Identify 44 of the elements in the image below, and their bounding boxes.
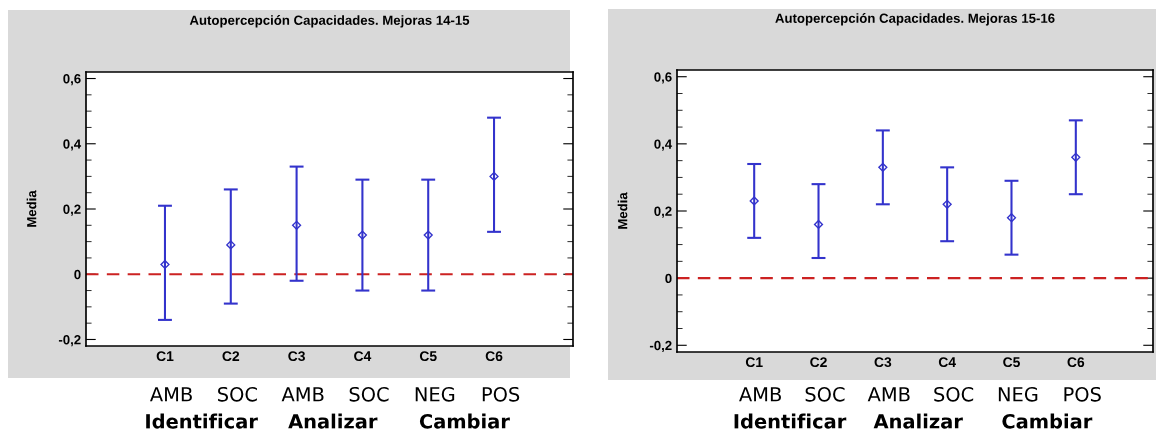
y-tick-label: 0,4 <box>63 139 82 151</box>
text: Identificar <box>734 413 847 429</box>
text: Identificar <box>146 413 258 429</box>
x-tick-label: C4 <box>354 351 372 362</box>
text: Analizar <box>873 413 963 429</box>
text: SOC <box>805 386 845 402</box>
x-tick-label: C3 <box>874 357 892 368</box>
y-axis-title: Media <box>26 190 37 227</box>
x-tick-label: C3 <box>288 351 305 362</box>
text: POS <box>1064 386 1101 402</box>
x-tick-label: C5 <box>1003 357 1020 368</box>
text: SOC <box>218 386 257 402</box>
x-tick-label: C6 <box>485 351 503 362</box>
y-tick-label: 0,4 <box>654 139 673 151</box>
text: SOC <box>349 386 389 402</box>
y-tick-label: 0,2 <box>654 206 672 218</box>
text: AMB <box>867 387 910 402</box>
y-tick-label: -0,2 <box>649 340 672 353</box>
x-tick-label: C1 <box>156 351 174 362</box>
y-axis-title: Media <box>617 192 628 229</box>
x-tick-label: C1 <box>745 357 763 368</box>
x-tick-label: C5 <box>419 351 437 362</box>
chart-title: Autopercepción Capacidades. Mejoras 14-15 <box>189 15 470 28</box>
x-tick-label: C2 <box>810 357 827 368</box>
text: NEG <box>998 386 1038 402</box>
text: Cambiar <box>1002 413 1093 429</box>
y-tick-label: 0 <box>665 273 672 284</box>
text: POS <box>482 386 520 402</box>
text: AMB <box>739 387 781 402</box>
text: NEG <box>415 386 455 402</box>
text: AMB <box>150 387 192 402</box>
x-tick-label: C6 <box>1067 357 1085 368</box>
x-tick-label: C4 <box>938 357 956 368</box>
text: AMB <box>281 387 324 402</box>
x-tick-label: C2 <box>222 351 240 362</box>
y-tick-label: 0,6 <box>63 74 81 86</box>
text: SOC <box>934 386 974 402</box>
text: Analizar <box>288 413 378 429</box>
y-tick-label: -0,2 <box>58 335 81 347</box>
y-tick-label: 0,2 <box>63 204 81 216</box>
y-tick-label: 0,6 <box>654 72 672 84</box>
text: Cambiar <box>419 413 510 429</box>
y-tick-label: 0 <box>74 269 81 280</box>
chart-title: Autopercepción Capacidades. Mejoras 15-16 <box>775 13 1055 26</box>
